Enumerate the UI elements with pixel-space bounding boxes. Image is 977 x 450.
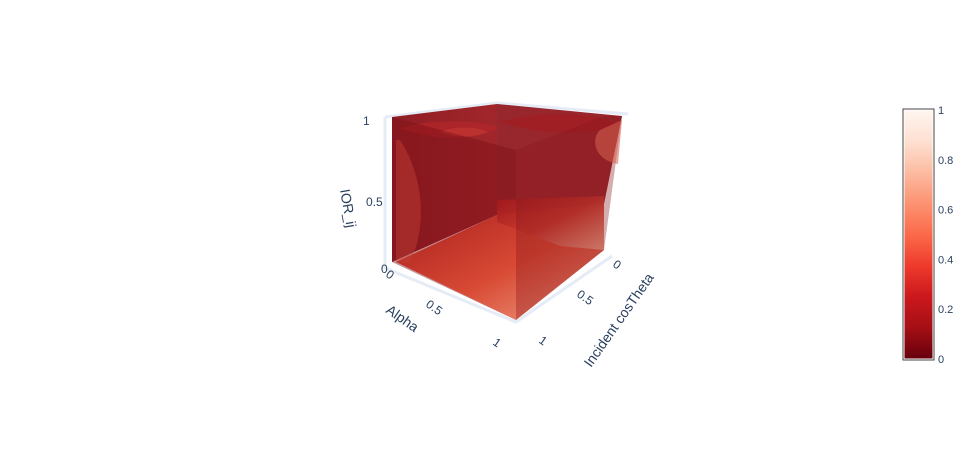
colorbar-frame	[902, 108, 935, 361]
scene-grid	[383, 101, 629, 324]
colorbar-tick-label: 0.4	[938, 254, 953, 266]
x-tick-0: 0	[610, 257, 624, 272]
volume-render	[392, 104, 622, 320]
z-axis-title: IOR_ij	[337, 188, 360, 229]
volume-top-swirl-3	[440, 127, 488, 137]
z-axis: 1 0.5 0 IOR_ij	[337, 114, 388, 276]
y-tick-0.5: 0.5	[423, 297, 445, 318]
volume-back-face	[497, 104, 622, 215]
volume-right-face	[516, 116, 622, 320]
volume-inner-face	[497, 196, 604, 250]
colorbar-tick-label: 0.2	[938, 304, 953, 316]
x-axis-title: Incident cosTheta	[580, 270, 657, 370]
colorbar-tick-label: 0	[938, 354, 944, 366]
x-tick-0.5: 0.5	[574, 287, 596, 308]
z-tick-0: 0	[381, 262, 388, 276]
x-tick-1: 1	[536, 333, 550, 348]
colorbar-ticks: 0 0.2 0.4 0.6 0.8 1	[938, 105, 953, 366]
y-tick-1: 1	[490, 335, 504, 350]
colorbar: 0 0.2 0.4 0.6 0.8 1	[902, 105, 953, 366]
y-axis-title: Alpha	[383, 301, 422, 335]
volume-top-swirl-2	[500, 113, 620, 133]
volume-right-swirl	[595, 120, 622, 164]
colorbar-fill	[904, 110, 933, 359]
volume-left-curve	[396, 140, 421, 262]
volume-left-face	[392, 104, 497, 262]
z-tick-0.5: 0.5	[366, 195, 383, 209]
colorbar-tick-label: 1	[938, 105, 944, 117]
colorbar-tick-label: 0.8	[938, 155, 953, 167]
z-tick-1: 1	[363, 114, 370, 128]
colorbar-tick-label: 0.6	[938, 205, 953, 217]
